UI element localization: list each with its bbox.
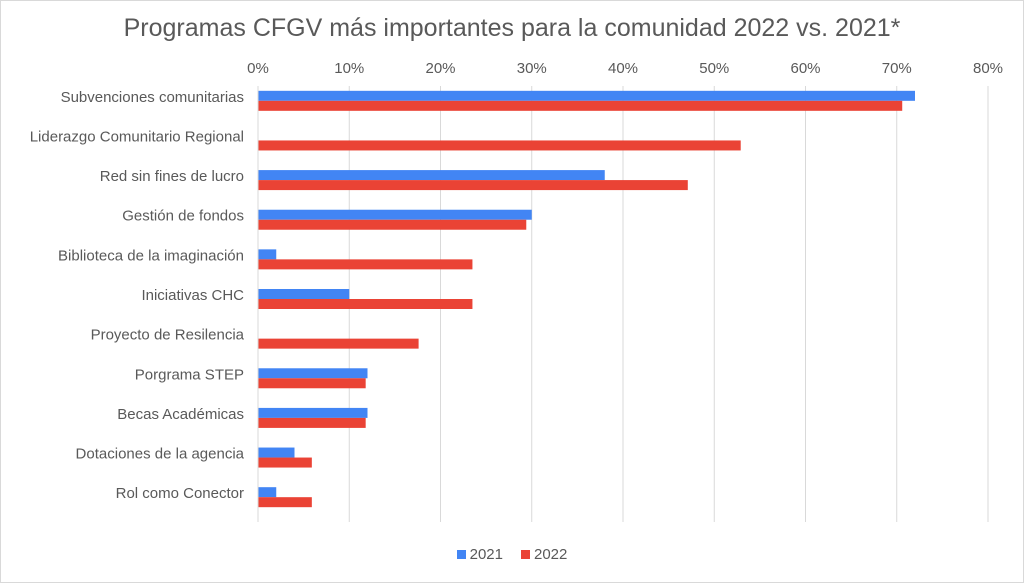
category-label: Iniciativas CHC	[141, 287, 244, 304]
x-tick-label: 0%	[247, 60, 269, 77]
category-label: Becas Académicas	[117, 406, 244, 423]
category-label: Liderazgo Comunitario Regional	[30, 128, 244, 145]
bar-2021	[258, 90, 915, 101]
category-label: Subvenciones comunitarias	[61, 89, 244, 106]
x-tick-label: 30%	[517, 60, 547, 77]
legend: 2021 2022	[0, 546, 1024, 563]
bar-2021	[258, 289, 350, 299]
bar-2021	[258, 170, 605, 181]
legend-item-2022: 2022	[521, 546, 567, 563]
category-label: Dotaciones de la agencia	[76, 446, 245, 463]
x-tick-label: 50%	[699, 60, 729, 77]
category-label: Proyecto de Resilencia	[91, 327, 245, 344]
bar-2021	[258, 447, 295, 458]
legend-label-2021: 2021	[469, 546, 503, 563]
bar-2021	[258, 487, 277, 498]
x-tick-label: 60%	[790, 60, 820, 77]
x-tick-label: 20%	[425, 60, 455, 77]
bar-2022	[258, 417, 366, 428]
x-tick-label: 40%	[608, 60, 638, 77]
bar-2022	[258, 100, 903, 111]
x-tick-label: 80%	[973, 60, 1003, 77]
category-label: Red sin fines de lucro	[100, 168, 244, 185]
bar-2021	[258, 249, 277, 260]
category-label: Biblioteca de la imaginación	[58, 247, 244, 264]
bar-2022	[258, 299, 473, 309]
legend-swatch-2022	[521, 550, 530, 559]
chart-title: Programas CFGV más importantes para la c…	[123, 14, 901, 42]
legend-item-2021: 2021	[456, 546, 503, 563]
bar-2021	[258, 368, 368, 379]
bar-2022	[258, 259, 473, 270]
bar-2022	[258, 219, 527, 230]
category-label: Rol como Conector	[116, 485, 244, 502]
bar-2022	[258, 180, 688, 191]
category-label: Porgrama STEP	[135, 366, 244, 383]
bar-2022	[258, 378, 366, 389]
bar-2022	[258, 457, 312, 468]
bar-2022	[258, 497, 312, 508]
x-tick-label: 70%	[882, 60, 912, 77]
bar-2022	[258, 140, 741, 151]
bar-2021	[258, 407, 368, 418]
bar-2022	[258, 338, 419, 349]
x-tick-label: 10%	[334, 60, 364, 77]
bar-2021	[258, 209, 532, 220]
legend-label-2022: 2022	[534, 546, 568, 563]
legend-swatch-2021	[456, 550, 466, 559]
category-label: Gestión de fondos	[122, 208, 244, 225]
